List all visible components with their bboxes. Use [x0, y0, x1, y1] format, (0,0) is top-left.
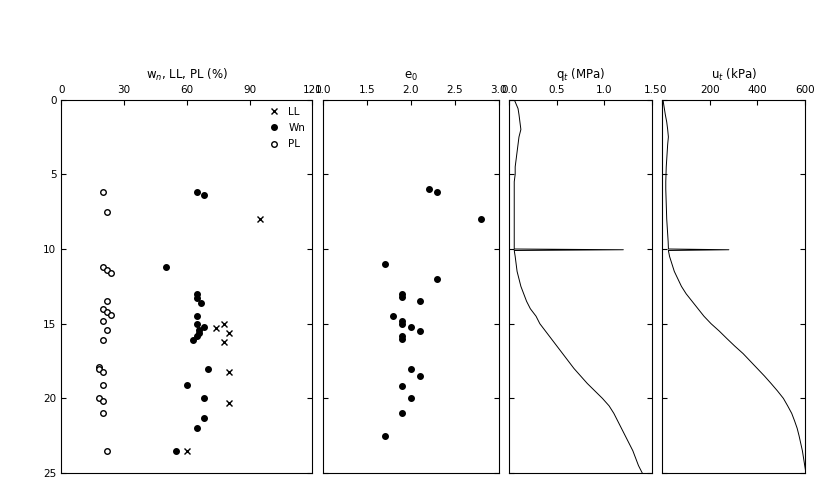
X-axis label: e$_0$: e$_0$ — [404, 70, 418, 83]
Legend: LL, Wn, PL: LL, Wn, PL — [261, 105, 307, 151]
X-axis label: w$_n$, LL, PL (%): w$_n$, LL, PL (%) — [145, 67, 228, 83]
X-axis label: u$_t$ (kPa): u$_t$ (kPa) — [711, 67, 757, 83]
X-axis label: q$_t$ (MPa): q$_t$ (MPa) — [556, 67, 605, 84]
